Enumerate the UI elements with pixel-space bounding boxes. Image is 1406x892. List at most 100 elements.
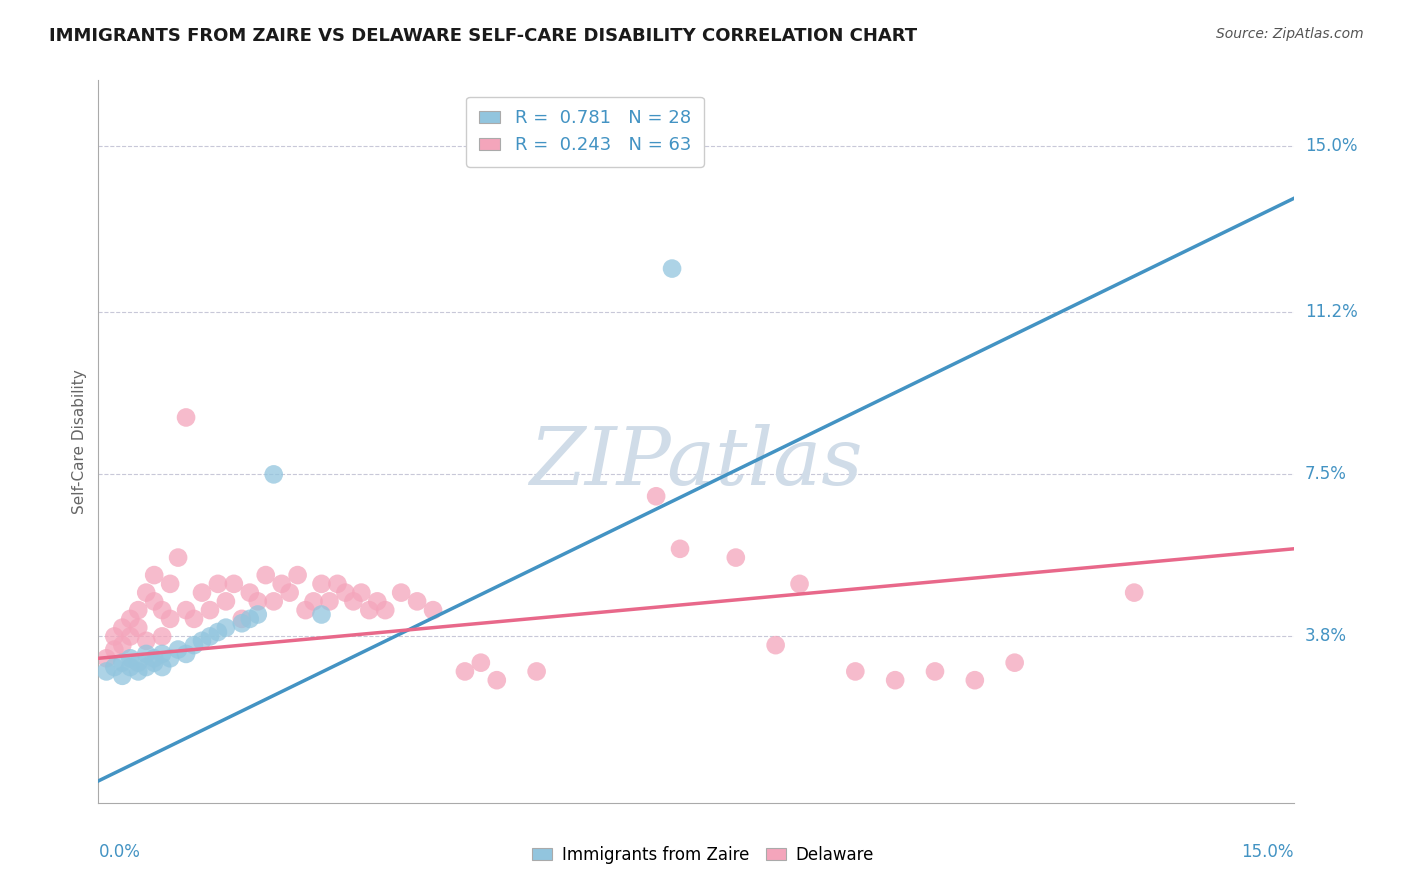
Point [263, 594, 285, 608]
Point [183, 612, 205, 626]
Point [350, 585, 373, 599]
Point [103, 660, 125, 674]
Point [231, 616, 253, 631]
Point [191, 585, 214, 599]
Point [135, 633, 157, 648]
Point [239, 585, 262, 599]
Point [318, 594, 340, 608]
Point [661, 261, 683, 276]
Point [127, 621, 149, 635]
Point [724, 550, 747, 565]
Point [963, 673, 986, 688]
Point [335, 585, 357, 599]
Point [135, 647, 157, 661]
Point [150, 603, 173, 617]
Point [246, 594, 269, 608]
Point [470, 656, 492, 670]
Point [207, 577, 229, 591]
Point [231, 612, 253, 626]
Text: 0.0%: 0.0% [98, 843, 141, 861]
Point [120, 612, 142, 626]
Point [111, 621, 134, 635]
Point [454, 665, 477, 679]
Legend: R =  0.781   N = 28, R =  0.243   N = 63: R = 0.781 N = 28, R = 0.243 N = 63 [465, 96, 704, 167]
Point [884, 673, 907, 688]
Point [765, 638, 787, 652]
Point [127, 603, 149, 617]
Point [183, 638, 205, 652]
Point [135, 660, 157, 674]
Point [120, 660, 142, 674]
Point [198, 629, 221, 643]
Point [389, 585, 412, 599]
Point [374, 603, 396, 617]
Point [159, 612, 181, 626]
Point [96, 665, 118, 679]
Point [669, 541, 692, 556]
Point [191, 633, 214, 648]
Point [143, 594, 166, 608]
Point [150, 660, 173, 674]
Text: 7.5%: 7.5% [1305, 466, 1347, 483]
Point [1123, 585, 1146, 599]
Point [143, 656, 166, 670]
Text: Source: ZipAtlas.com: Source: ZipAtlas.com [1216, 27, 1364, 41]
Text: 15.0%: 15.0% [1241, 843, 1294, 861]
Point [150, 629, 173, 643]
Point [406, 594, 429, 608]
Point [111, 669, 134, 683]
Point [111, 656, 134, 670]
Point [844, 665, 866, 679]
Point [198, 603, 221, 617]
Point [254, 568, 277, 582]
Point [422, 603, 444, 617]
Point [526, 665, 548, 679]
Point [311, 607, 333, 622]
Point [239, 612, 262, 626]
Point [326, 577, 349, 591]
Point [924, 665, 946, 679]
Text: IMMIGRANTS FROM ZAIRE VS DELAWARE SELF-CARE DISABILITY CORRELATION CHART: IMMIGRANTS FROM ZAIRE VS DELAWARE SELF-C… [49, 27, 917, 45]
Point [294, 603, 316, 617]
Text: ZIPatlas: ZIPatlas [529, 425, 863, 502]
Point [111, 638, 134, 652]
Point [127, 656, 149, 670]
Point [278, 585, 301, 599]
Point [789, 577, 811, 591]
Point [1004, 656, 1026, 670]
Point [174, 410, 197, 425]
Point [143, 568, 166, 582]
Point [103, 642, 125, 657]
Point [645, 489, 668, 503]
Point [167, 642, 190, 657]
Point [150, 647, 173, 661]
Point [222, 577, 245, 591]
Point [311, 577, 333, 591]
Point [96, 651, 118, 665]
Point [302, 594, 325, 608]
Point [366, 594, 388, 608]
Text: 15.0%: 15.0% [1305, 137, 1357, 155]
Point [127, 665, 149, 679]
Legend: Immigrants from Zaire, Delaware: Immigrants from Zaire, Delaware [524, 839, 882, 871]
Point [159, 651, 181, 665]
Point [359, 603, 381, 617]
Point [215, 621, 238, 635]
Point [167, 550, 190, 565]
Point [287, 568, 309, 582]
Point [159, 577, 181, 591]
Point [103, 629, 125, 643]
Point [174, 603, 197, 617]
Point [215, 594, 238, 608]
Point [342, 594, 364, 608]
Text: 11.2%: 11.2% [1305, 303, 1357, 321]
Point [143, 651, 166, 665]
Point [174, 647, 197, 661]
Point [263, 467, 285, 482]
Point [246, 607, 269, 622]
Text: 3.8%: 3.8% [1305, 627, 1347, 646]
Point [485, 673, 508, 688]
Point [207, 625, 229, 640]
Point [270, 577, 292, 591]
Point [120, 629, 142, 643]
